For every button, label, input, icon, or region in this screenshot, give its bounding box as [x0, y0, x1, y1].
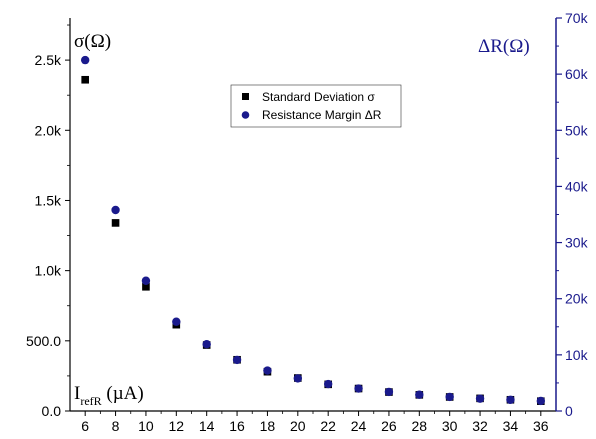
x-tick-label: 32: [472, 418, 488, 434]
data-marks: [80, 55, 546, 406]
resistance-margin-point: [202, 339, 211, 349]
x-tick-label: 8: [112, 418, 120, 434]
std-dev-point: [142, 282, 150, 291]
std-dev-point: [111, 219, 120, 227]
resistance-margin-point: [415, 390, 424, 399]
resistance-margin-point: [232, 355, 242, 365]
x-tick-label: 18: [260, 418, 276, 434]
right-y-tick-label: 50k: [565, 122, 589, 138]
x-axis-title-sub: refR: [80, 394, 101, 408]
resistance-margin-point: [506, 395, 515, 404]
legend: Standard Deviation σ Resistance Margin Δ…: [230, 84, 402, 128]
resistance-margin-point: [384, 387, 394, 397]
resistance-margin-point: [80, 55, 90, 65]
x-axis-title: IrefR (µA): [74, 383, 144, 408]
resistance-margin-point: [141, 276, 151, 285]
legend-box: [230, 84, 402, 128]
x-tick-label: 16: [229, 418, 245, 434]
legend-label-std-dev: Standard Deviation σ: [262, 90, 375, 104]
std-dev-point: [81, 75, 89, 84]
right-y-tick-label: 20k: [565, 291, 589, 307]
x-tick-label: 28: [412, 418, 428, 434]
left-y-tick-label: 0.0: [42, 403, 62, 419]
x-tick-label: 26: [381, 418, 397, 434]
x-axis-title-main: I: [74, 383, 80, 404]
x-tick-label: 22: [320, 418, 336, 434]
resistance-margin-point: [293, 374, 303, 383]
resistance-margin-point: [111, 205, 120, 215]
resistance-margin-point: [263, 366, 272, 375]
right-y-tick-label: 40k: [565, 178, 589, 194]
x-tick-label: 12: [169, 418, 185, 434]
right-y-tick-label: 10k: [565, 347, 589, 363]
resistance-margin-point: [445, 392, 454, 402]
legend-marker-std-dev: [242, 93, 249, 100]
left-y-tick-label: 500.0: [26, 333, 61, 349]
left-axis-title: σ(Ω): [74, 31, 111, 52]
axes: [69, 18, 557, 412]
x-tick-label: 10: [138, 418, 154, 434]
resistance-margin-point: [354, 384, 363, 393]
right-axis-title: ΔR(Ω): [478, 36, 530, 57]
resistance-margin-point: [172, 317, 181, 326]
x-tick-label: 30: [442, 418, 458, 434]
x-axis-title-unit: (µA): [102, 383, 144, 404]
left-y-ticks: 0.0 500.0 1.0k 1.5k 2.0k 2.5k: [26, 24, 70, 419]
right-y-ticks: 0 10k 20k 30k 40k 50k 60k 70k: [556, 10, 589, 419]
x-tick-label: 24: [351, 418, 367, 434]
left-y-tick-label: 1.0k: [35, 263, 62, 279]
resistance-margin-point: [323, 379, 333, 389]
legend-marker-resistance-margin: [241, 111, 250, 119]
right-y-tick-label: 60k: [565, 66, 589, 82]
x-tick-label: 20: [290, 418, 306, 434]
legend-label-resistance-margin: Resistance Margin ΔR: [262, 108, 382, 122]
x-tick-label: 36: [533, 418, 549, 434]
right-y-tick-label: 0: [565, 403, 573, 419]
x-ticks: 6 8 10 12 14 16 18 20 22 24 26 28 30 32 34 36: [81, 411, 549, 434]
resistance-margin-point: [536, 396, 546, 406]
x-tick-label: 34: [503, 418, 519, 434]
left-y-tick-label: 1.5k: [35, 192, 62, 208]
x-tick-label: 14: [199, 418, 215, 434]
left-y-tick-label: 2.5k: [35, 52, 62, 68]
right-y-tick-label: 30k: [565, 235, 589, 251]
left-y-tick-label: 2.0k: [35, 122, 62, 138]
x-tick-label: 6: [81, 418, 89, 434]
resistance-margin-point: [475, 394, 485, 403]
right-y-tick-label: 70k: [565, 10, 589, 26]
